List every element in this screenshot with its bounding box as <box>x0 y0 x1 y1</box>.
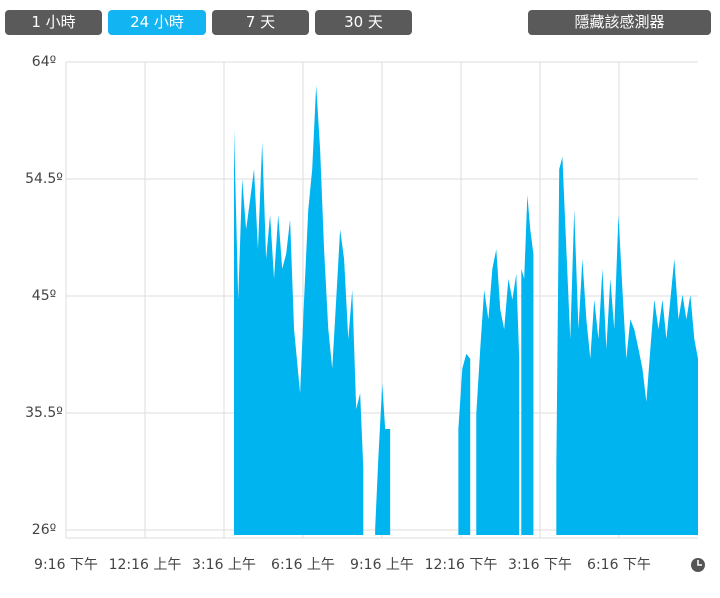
x-tick-label: 9:16 下午 <box>34 557 98 573</box>
x-tick-label: 3:16 上午 <box>192 557 256 573</box>
y-tick-label: 35.5º <box>25 405 63 421</box>
y-tick-label: 64º <box>32 54 56 70</box>
x-tick-label: 9:16 上午 <box>350 557 414 573</box>
y-tick-label: 54.5º <box>25 171 63 187</box>
area <box>234 85 699 536</box>
clock-icon <box>691 558 705 572</box>
x-tick-label: 6:16 上午 <box>271 557 335 573</box>
x-tick-label: 6:16 下午 <box>587 557 651 573</box>
range-button[interactable]: 7 天 <box>212 10 309 35</box>
x-tick-label: 3:16 下午 <box>508 557 572 573</box>
y-tick-label: 45º <box>32 288 56 304</box>
x-tick-label: 12:16 上午 <box>109 557 182 573</box>
range-button[interactable]: 24 小時 <box>108 10 206 35</box>
range-button[interactable]: 1 小時 <box>5 10 102 35</box>
hide-sensor-button[interactable]: 隱藏該感測器 <box>528 10 711 35</box>
x-tick-label: 12:16 下午 <box>425 557 498 573</box>
y-tick-label: 26º <box>32 522 56 538</box>
range-button[interactable]: 30 天 <box>315 10 412 35</box>
